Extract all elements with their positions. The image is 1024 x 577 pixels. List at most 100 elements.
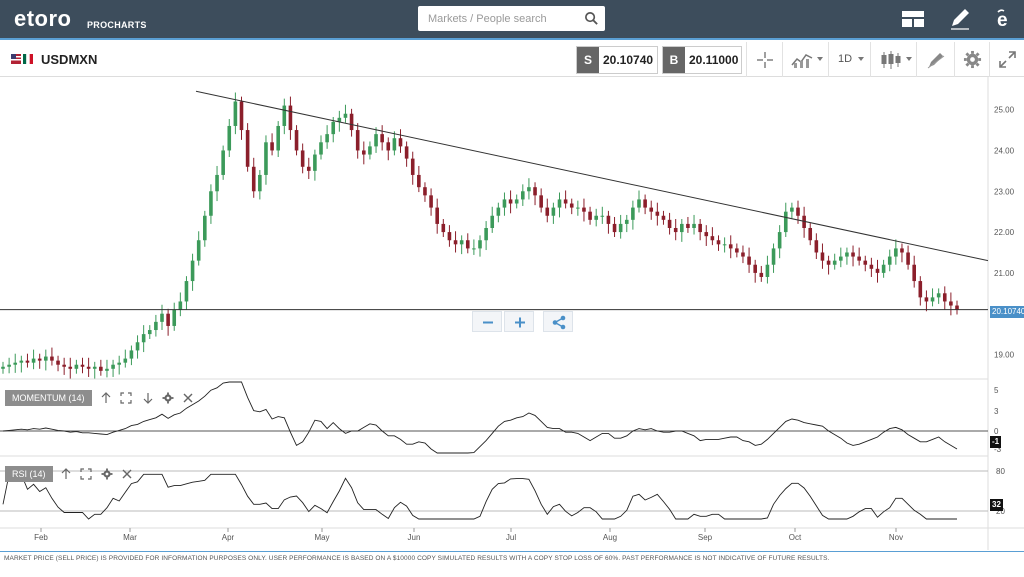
procharts-label: PROCHARTS [87,20,147,30]
plus-icon [515,317,525,328]
price-tick-label: 22.00 [994,228,1015,237]
momentum-indicator-label[interactable]: MOMENTUM (14) [5,390,92,406]
candle [417,174,421,188]
draw-tools-button[interactable] [916,42,954,77]
draw-tools-icon [927,53,945,69]
momentum-line [2,381,958,454]
time-tick-label: May [314,533,329,542]
candles-button[interactable] [870,42,916,77]
candle [166,313,170,326]
candle [637,199,641,208]
timeframe-select[interactable]: 1D [828,42,870,77]
candles-icon [881,51,901,69]
close-icon[interactable] [121,468,133,480]
gear-icon[interactable] [162,392,174,404]
candle [25,360,30,363]
candle [857,256,861,261]
rsi-current-value: 32 [990,499,1003,511]
crosshair-button[interactable] [746,42,782,77]
candle [698,223,702,233]
candle [649,207,654,212]
candle [900,248,904,253]
candle [221,150,225,175]
candle [178,301,183,310]
instrument-symbol[interactable]: USDMXN [41,52,98,67]
candle [924,297,929,302]
candle [117,362,121,365]
candle [930,297,935,302]
candle [374,134,378,147]
arrow-down-icon[interactable] [142,392,154,404]
candle [686,223,690,228]
time-tick-label: Feb [34,533,48,542]
search-icon[interactable] [584,11,599,26]
candle [826,260,831,265]
pencil-icon[interactable] [947,7,973,31]
chart-area[interactable]: 25.00 24.00 23.00 22.00 21.00 19.00 Feb Mar Apr M… [0,77,1024,550]
rsi-indicator-label[interactable]: RSI (14) [5,466,53,482]
maximize-icon[interactable] [120,392,132,404]
candle [722,244,727,246]
close-icon[interactable] [182,392,194,404]
candle [270,142,274,151]
price-chart[interactable]: 25.00 24.00 23.00 22.00 21.00 19.00 Feb Mar Apr M… [0,77,1024,550]
candle [7,364,11,367]
expand-button[interactable] [989,42,1024,77]
candle [50,356,54,361]
candle [99,366,103,371]
share-button[interactable] [543,311,573,332]
candle [594,215,598,220]
chart-type-icon [791,54,813,68]
arrow-up-icon[interactable] [100,392,112,404]
buy-label: B [663,47,685,73]
price-tick-label: 24.00 [994,146,1015,155]
candle [728,244,733,249]
candle [741,252,745,257]
candle [588,211,592,220]
candle [539,195,543,208]
candle [368,146,372,155]
zoom-out-button[interactable] [472,311,502,332]
etoro-logo[interactable]: etoro [14,6,72,31]
price-tick-label: 23.00 [994,187,1015,196]
etoro-e-icon[interactable]: e [992,7,1018,31]
candle [147,330,152,335]
maximize-icon[interactable] [80,468,92,480]
candle [215,174,219,192]
search-input[interactable] [418,6,578,31]
candle [239,101,244,131]
candle [478,240,482,249]
candle [777,232,782,249]
candle [845,252,849,257]
candle [747,256,751,265]
minus-icon [483,321,493,324]
rsi-tick-label: 80 [996,467,1005,476]
candle [349,113,354,131]
rsi-line [2,473,957,520]
candle [912,264,916,282]
candle [796,207,800,216]
sell-price-button[interactable]: S 20.10740 [576,46,658,74]
zoom-in-button[interactable] [504,311,534,332]
candle [459,240,464,245]
candle [881,264,886,273]
layout-icon[interactable] [900,7,926,31]
candle [386,142,391,151]
candle [172,309,177,326]
search-box[interactable] [418,6,605,31]
arrow-up-icon[interactable] [60,468,72,480]
candle [551,207,556,216]
buy-price-button[interactable]: B 20.11000 [662,46,742,74]
expand-icon [999,51,1016,68]
candle [86,366,91,369]
candle [851,252,855,257]
momentum-tick-label: 0 [994,427,999,436]
gear-icon[interactable] [101,468,113,480]
settings-button[interactable] [954,42,989,77]
candle [203,215,207,241]
candle [955,305,959,310]
chart-type-button[interactable] [782,42,828,77]
candle [209,191,213,216]
candle [624,219,629,224]
sell-label: S [577,47,599,73]
